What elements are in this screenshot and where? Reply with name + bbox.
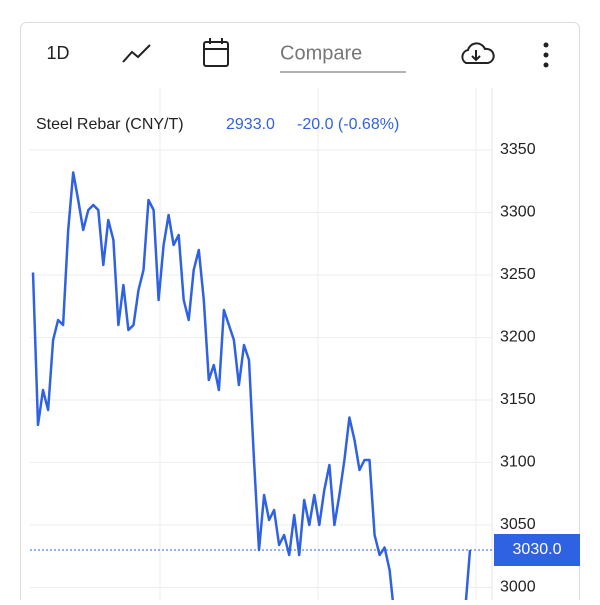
current-price-box bbox=[494, 534, 580, 566]
more-menu[interactable] bbox=[543, 42, 549, 68]
price-line bbox=[31, 171, 472, 600]
calendar-icon[interactable] bbox=[203, 38, 229, 67]
download-icon[interactable] bbox=[461, 42, 495, 64]
y-tick-label: 3100 bbox=[500, 454, 536, 471]
y-tick-label: 3350 bbox=[500, 141, 536, 158]
plot-area bbox=[31, 171, 472, 600]
y-tick-label: 3200 bbox=[500, 329, 536, 346]
y-tick-label: 3250 bbox=[500, 266, 536, 283]
current-price-label: 3030.0 bbox=[513, 541, 562, 558]
y-tick-label: 3050 bbox=[500, 516, 536, 533]
chart-type-icon[interactable] bbox=[122, 44, 151, 63]
y-tick-label: 3300 bbox=[500, 204, 536, 221]
y-tick-label: 3000 bbox=[500, 579, 536, 596]
y-tick-label: 3150 bbox=[500, 391, 536, 408]
legend-price: 2933.0 bbox=[226, 116, 275, 133]
legend-change: -20.0 (-0.68%) bbox=[297, 116, 399, 133]
legend-name: Steel Rebar (CNY/T) bbox=[36, 116, 184, 133]
compare-input[interactable]: Compare bbox=[280, 42, 362, 64]
card bbox=[20, 22, 580, 605]
interval-button[interactable]: 1D bbox=[46, 43, 69, 63]
